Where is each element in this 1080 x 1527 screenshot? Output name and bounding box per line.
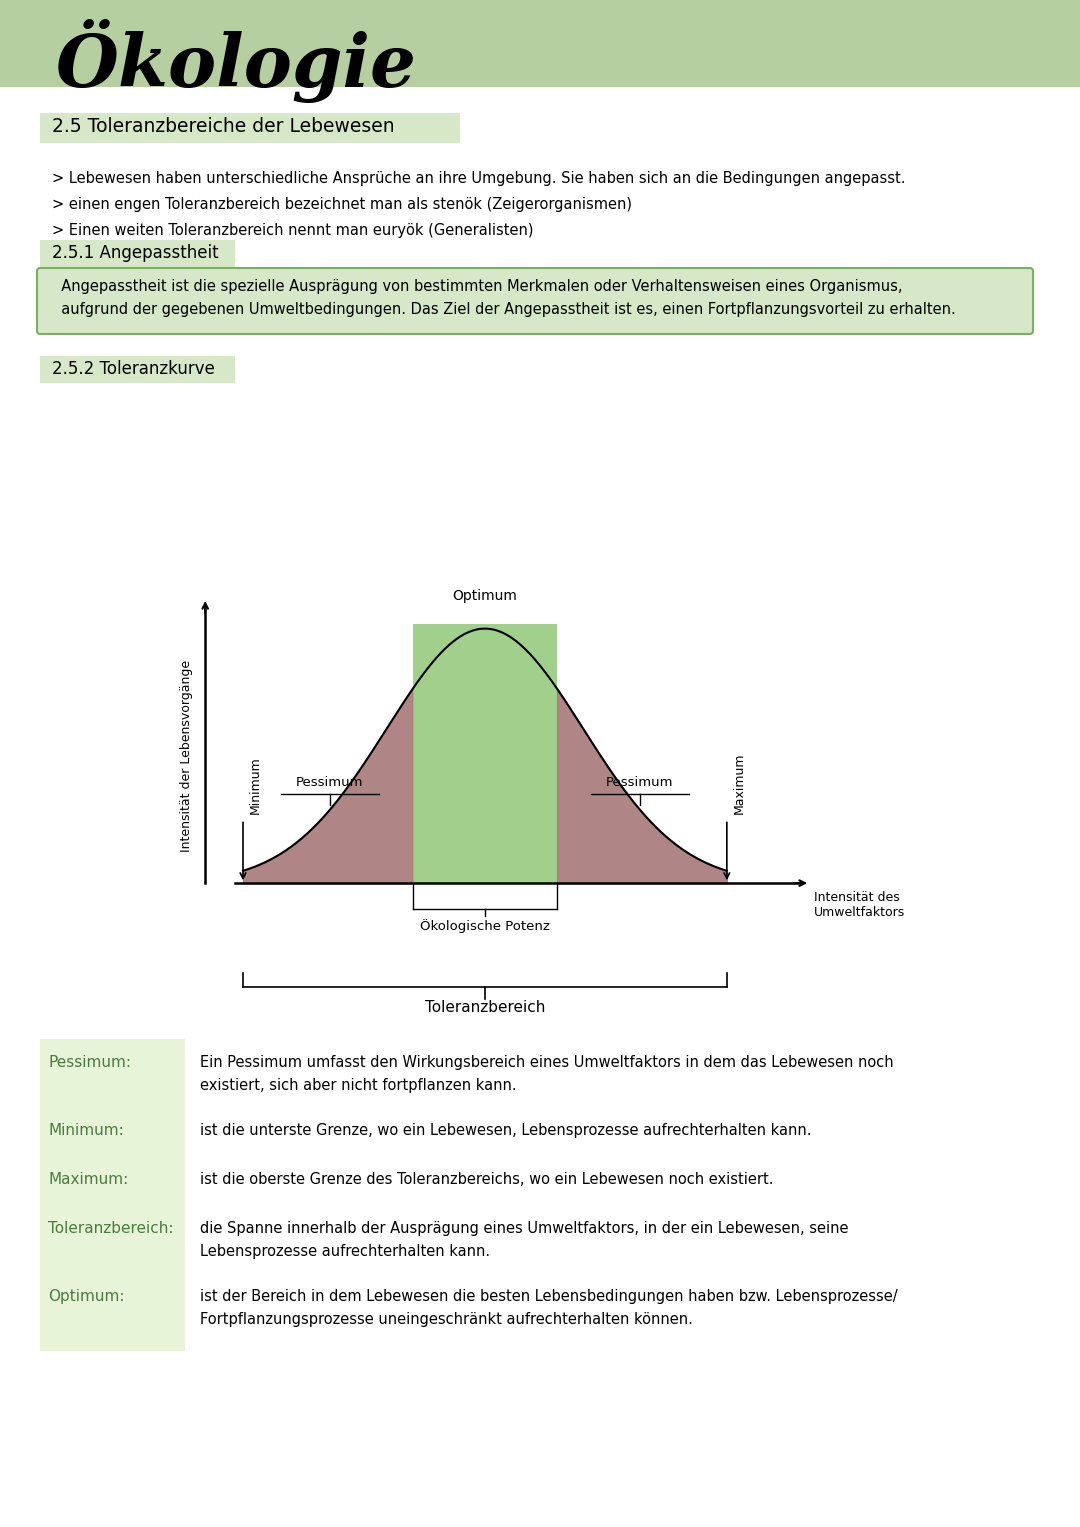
Text: Intensität des
Umweltfaktors: Intensität des Umweltfaktors — [814, 890, 905, 919]
Text: ist die oberste Grenze des Toleranzbereichs, wo ein Lebewesen noch existiert.: ist die oberste Grenze des Toleranzberei… — [200, 1173, 773, 1188]
Text: Intensität der Lebensvorgänge: Intensität der Lebensvorgänge — [179, 660, 193, 852]
Bar — [40, 1040, 185, 1351]
Bar — [0, 0, 1080, 87]
Text: Maximum: Maximum — [733, 753, 746, 814]
Bar — [414, 623, 557, 883]
Text: Minimum: Minimum — [249, 757, 262, 814]
Text: Optimum:: Optimum: — [48, 1289, 124, 1304]
Text: Optimum: Optimum — [453, 589, 517, 603]
Text: Ökologische Potenz: Ökologische Potenz — [420, 919, 550, 933]
Text: Maximum:: Maximum: — [48, 1173, 129, 1188]
FancyBboxPatch shape — [37, 269, 1032, 334]
Text: ist der Bereich in dem Lebewesen die besten Lebensbedingungen haben bzw. Lebensp: ist der Bereich in dem Lebewesen die bes… — [200, 1289, 897, 1327]
Text: > einen engen Toleranzbereich bezeichnet man als stenök (Zeigerorganismen): > einen engen Toleranzbereich bezeichnet… — [52, 197, 632, 212]
Bar — [40, 356, 235, 383]
Text: Ökologie: Ökologie — [55, 18, 416, 102]
Text: Toleranzbereich: Toleranzbereich — [424, 1000, 545, 1015]
Text: 2.5 Toleranzbereiche der Lebewesen: 2.5 Toleranzbereiche der Lebewesen — [52, 118, 394, 136]
Text: Angepasstheit ist die spezielle Ausprägung von bestimmten Merkmalen oder Verhalt: Angepasstheit ist die spezielle Ausprägu… — [52, 279, 956, 318]
Text: Pessimum:: Pessimum: — [48, 1055, 131, 1070]
Text: 2.5.2 Toleranzkurve: 2.5.2 Toleranzkurve — [52, 360, 215, 379]
Text: ist die unterste Grenze, wo ein Lebewesen, Lebensprozesse aufrechterhalten kann.: ist die unterste Grenze, wo ein Lebewese… — [200, 1124, 811, 1138]
Text: Toleranzbereich:: Toleranzbereich: — [48, 1222, 174, 1237]
Bar — [40, 240, 235, 267]
Text: Minimum:: Minimum: — [48, 1124, 124, 1138]
Text: Ein Pessimum umfasst den Wirkungsbereich eines Umweltfaktors in dem das Lebewese: Ein Pessimum umfasst den Wirkungsbereich… — [200, 1055, 893, 1093]
Text: > Lebewesen haben unterschiedliche Ansprüche an ihre Umgebung. Sie haben sich an: > Lebewesen haben unterschiedliche Anspr… — [52, 171, 905, 186]
Bar — [40, 113, 460, 144]
Text: Pessimum: Pessimum — [606, 776, 674, 789]
Text: 2.5.1 Angepasstheit: 2.5.1 Angepasstheit — [52, 244, 218, 263]
Text: die Spanne innerhalb der Ausprägung eines Umweltfaktors, in der ein Lebewesen, s: die Spanne innerhalb der Ausprägung eine… — [200, 1222, 849, 1260]
Text: > Einen weiten Toleranzbereich nennt man euryök (Generalisten): > Einen weiten Toleranzbereich nennt man… — [52, 223, 534, 238]
Text: Pessimum: Pessimum — [296, 776, 364, 789]
